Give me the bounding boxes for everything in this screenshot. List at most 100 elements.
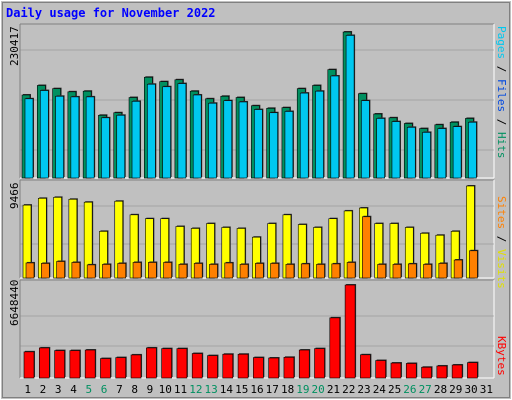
bar-sites-13 bbox=[209, 264, 218, 279]
bar-files-5 bbox=[85, 96, 95, 179]
x-tick-day-2: 2 bbox=[40, 383, 47, 396]
bar-files-30 bbox=[468, 121, 477, 179]
bar-files-12 bbox=[192, 94, 202, 179]
bar-sites-16 bbox=[255, 263, 264, 279]
x-tick-day-24: 24 bbox=[373, 383, 387, 396]
x-tick-day-31: 31 bbox=[480, 383, 493, 396]
bar-files-28 bbox=[437, 128, 447, 179]
x-tick-day-1: 1 bbox=[24, 383, 31, 396]
bar-sites-28 bbox=[438, 263, 448, 279]
x-tick-day-6: 6 bbox=[101, 383, 108, 396]
legend-pages: Pages bbox=[495, 26, 508, 60]
bar-kbytes-1 bbox=[23, 351, 35, 379]
max-label-visits: 9466 bbox=[8, 182, 21, 210]
x-tick-day-16: 16 bbox=[250, 383, 263, 396]
bar-files-4 bbox=[70, 96, 80, 179]
bar-kbytes-23 bbox=[360, 354, 371, 379]
x-tick-day-19: 19 bbox=[296, 383, 309, 396]
bar-sites-11 bbox=[178, 264, 188, 279]
bar-sites-7 bbox=[117, 263, 127, 279]
x-tick-day-30: 30 bbox=[464, 383, 477, 396]
legend-kbytes: KBytes bbox=[495, 336, 508, 376]
bar-sites-15 bbox=[239, 264, 249, 279]
bar-kbytes-11 bbox=[176, 348, 188, 379]
bar-kbytes-5 bbox=[84, 349, 96, 379]
x-tick-day-3: 3 bbox=[55, 383, 62, 396]
bar-files-11 bbox=[177, 83, 187, 179]
legend-files: Files bbox=[495, 79, 508, 113]
x-tick-day-8: 8 bbox=[131, 383, 138, 396]
max-label-kbytes: 6648440 bbox=[8, 279, 21, 326]
bar-kbytes-7 bbox=[115, 357, 127, 379]
bar-sites-12 bbox=[193, 263, 203, 279]
bar-sites-27 bbox=[423, 264, 432, 279]
bar-kbytes-21 bbox=[329, 317, 341, 379]
bar-kbytes-6 bbox=[100, 358, 111, 379]
bar-files-8 bbox=[131, 101, 141, 179]
bar-kbytes-13 bbox=[207, 355, 218, 379]
bar-kbytes-25 bbox=[390, 362, 402, 379]
x-tick-day-17: 17 bbox=[266, 383, 279, 396]
bar-files-29 bbox=[452, 126, 462, 179]
legend-visits-chart: Sites / Visits bbox=[495, 196, 508, 289]
bar-kbytes-10 bbox=[161, 348, 172, 379]
x-tick-day-11: 11 bbox=[174, 383, 187, 396]
x-tick-day-27: 27 bbox=[419, 383, 432, 396]
bar-sites-30 bbox=[469, 250, 478, 279]
bar-sites-24 bbox=[377, 264, 386, 279]
bar-kbytes-20 bbox=[314, 348, 325, 379]
bar-files-14 bbox=[223, 100, 233, 179]
x-tick-day-7: 7 bbox=[116, 383, 123, 396]
bar-kbytes-9 bbox=[146, 347, 157, 379]
x-tick-day-4: 4 bbox=[70, 383, 77, 396]
bar-files-7 bbox=[116, 114, 126, 179]
bar-kbytes-17 bbox=[268, 357, 279, 379]
bar-sites-3 bbox=[56, 261, 65, 279]
bar-files-20 bbox=[315, 90, 324, 179]
bar-files-27 bbox=[422, 132, 431, 179]
bar-kbytes-2 bbox=[38, 347, 50, 379]
legend-sep-1: / bbox=[495, 59, 508, 79]
bar-kbytes-19 bbox=[298, 349, 310, 379]
bar-files-16 bbox=[254, 109, 263, 179]
bar-kbytes-3 bbox=[54, 350, 65, 379]
bar-sites-14 bbox=[224, 262, 234, 279]
bar-files-21 bbox=[330, 75, 340, 179]
bar-sites-2 bbox=[40, 263, 50, 279]
bar-sites-18 bbox=[285, 264, 295, 279]
x-tick-day-14: 14 bbox=[220, 383, 234, 396]
bar-kbytes-27 bbox=[421, 366, 432, 379]
max-label-hits: 230417 bbox=[8, 26, 21, 66]
x-tick-day-13: 13 bbox=[205, 383, 218, 396]
x-tick-day-23: 23 bbox=[357, 383, 370, 396]
bar-files-6 bbox=[101, 117, 110, 179]
x-tick-day-25: 25 bbox=[388, 383, 401, 396]
legend-hits-chart: Pages / Files / Hits bbox=[495, 26, 508, 159]
bar-kbytes-26 bbox=[405, 363, 417, 379]
bar-files-24 bbox=[376, 118, 385, 179]
x-tick-day-28: 28 bbox=[434, 383, 447, 396]
x-tick-day-9: 9 bbox=[147, 383, 154, 396]
bar-sites-25 bbox=[392, 264, 402, 279]
bar-sites-10 bbox=[163, 262, 172, 279]
bar-sites-22 bbox=[346, 262, 356, 279]
bar-files-22 bbox=[345, 35, 355, 179]
x-tick-day-20: 20 bbox=[312, 383, 325, 396]
bar-files-25 bbox=[391, 121, 401, 179]
x-tick-day-26: 26 bbox=[403, 383, 416, 396]
bar-files-26 bbox=[406, 127, 416, 179]
bar-kbytes-12 bbox=[191, 353, 203, 379]
bar-files-19 bbox=[299, 92, 309, 179]
bar-kbytes-29 bbox=[451, 364, 463, 379]
bar-files-17 bbox=[269, 112, 278, 179]
bar-sites-26 bbox=[407, 263, 417, 279]
bar-files-13 bbox=[208, 102, 217, 179]
bar-sites-9 bbox=[148, 262, 157, 279]
bar-sites-4 bbox=[71, 262, 81, 279]
bar-files-10 bbox=[162, 86, 171, 179]
x-tick-day-5: 5 bbox=[85, 383, 92, 396]
bar-kbytes-22 bbox=[344, 284, 356, 379]
